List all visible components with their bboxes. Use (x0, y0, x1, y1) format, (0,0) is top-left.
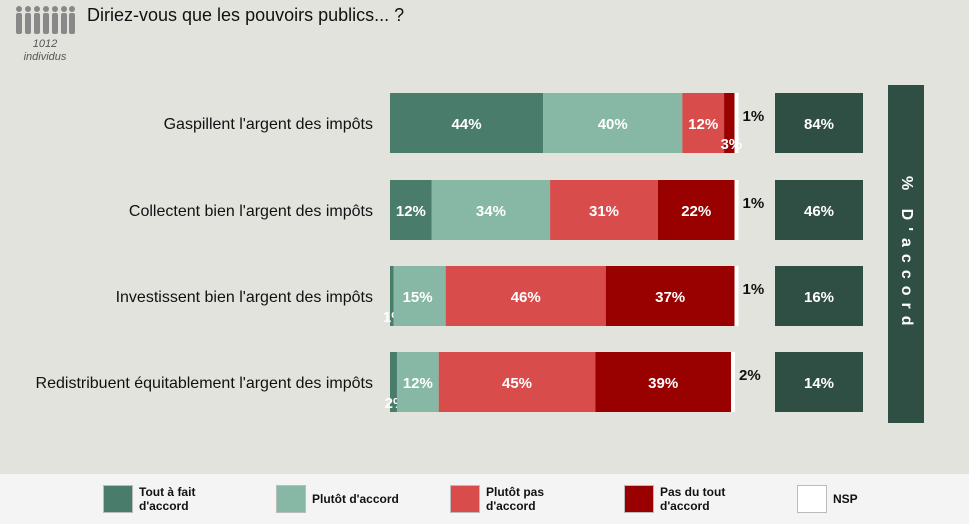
stacked-bar-chart: Gaspillent l'argent des impôts 44% 40% 12%3… (36, 93, 863, 412)
bar-plutot-accord (543, 93, 683, 153)
question-title: Diriez-vous que les pouvoirs publics... … (87, 5, 405, 25)
bar-plutot-accord (396, 352, 439, 412)
accord-panel: % D'accord (888, 85, 924, 423)
bar-nsp (734, 266, 739, 326)
bar-plutot-accord (393, 266, 446, 326)
nsp-label: 2% (739, 367, 761, 384)
bar-plutot-pas (445, 266, 606, 326)
legend-label: NSP (833, 492, 858, 506)
data-label: 12% (688, 116, 718, 133)
data-label: 22% (681, 203, 711, 220)
accord-total-box (775, 93, 863, 153)
bar-pas-du-tout (605, 266, 735, 326)
accord-total-box (775, 266, 863, 326)
legend-swatch (276, 485, 306, 513)
people-icon (16, 6, 75, 34)
legend-label: Pas du tout d'accord (660, 485, 726, 513)
bar-tout-a-fait (390, 180, 432, 240)
category-label: Gaspillent l'argent des impôts (164, 116, 373, 133)
legend-swatch (103, 485, 133, 513)
data-label: 37% (655, 289, 685, 306)
accord-total-label: 14% (804, 375, 834, 392)
accord-panel-title: % D'accord (898, 175, 915, 333)
data-label: 12% (396, 203, 426, 220)
legend-swatch (797, 485, 827, 513)
accord-total-label: 46% (804, 203, 834, 220)
data-label: 46% (511, 289, 541, 306)
data-label: 45% (502, 375, 532, 392)
legend-label: Plutôt d'accord (312, 492, 399, 506)
bar-plutot-accord (431, 180, 551, 240)
bar-nsp (734, 180, 739, 240)
category-label: Investissent bien l'argent des impôts (116, 289, 373, 306)
accord-total-box (775, 352, 863, 412)
bar-tout-a-fait (390, 266, 394, 326)
nsp-label: 1% (743, 281, 765, 298)
data-label: 39% (648, 375, 678, 392)
bar-plutot-pas (438, 352, 596, 412)
bar-plutot-pas (682, 93, 725, 153)
bar-nsp (731, 352, 736, 412)
accord-total-label: 84% (804, 116, 834, 133)
legend: Tout à fait d'accord Plutôt d'accord Plut… (0, 474, 969, 524)
bar-nsp (734, 93, 739, 153)
sample-size: 1012 individus (10, 38, 80, 64)
bar-pas-du-tout (724, 93, 735, 153)
data-label: 15% (403, 289, 433, 306)
sample-count: 1012 (32, 38, 58, 50)
nsp-label: 1% (743, 108, 765, 125)
accord-total-box (775, 180, 863, 240)
data-label: 40% (598, 116, 628, 133)
data-label: 12% (403, 375, 433, 392)
bar-tout-a-fait (390, 352, 397, 412)
bar-pas-du-tout (657, 180, 735, 240)
data-label: 44% (452, 116, 482, 133)
legend-label: Plutôt pas d'accord (486, 485, 545, 513)
accord-total-label: 16% (804, 289, 834, 306)
bar-tout-a-fait (390, 93, 544, 153)
bar-pas-du-tout (595, 352, 732, 412)
sample-unit: individus (23, 51, 67, 63)
legend-swatch (624, 485, 654, 513)
category-label: Redistribuent équitablement l'argent des… (36, 375, 373, 392)
nsp-label: 1% (743, 195, 765, 212)
category-label: Collectent bien l'argent des impôts (129, 203, 373, 220)
bar-plutot-pas (550, 180, 658, 240)
data-label: 3% (720, 136, 742, 153)
data-label: 34% (476, 203, 506, 220)
legend-swatch (450, 485, 480, 513)
data-label: 31% (589, 203, 619, 220)
legend-label: Tout à fait d'accord (139, 485, 196, 513)
